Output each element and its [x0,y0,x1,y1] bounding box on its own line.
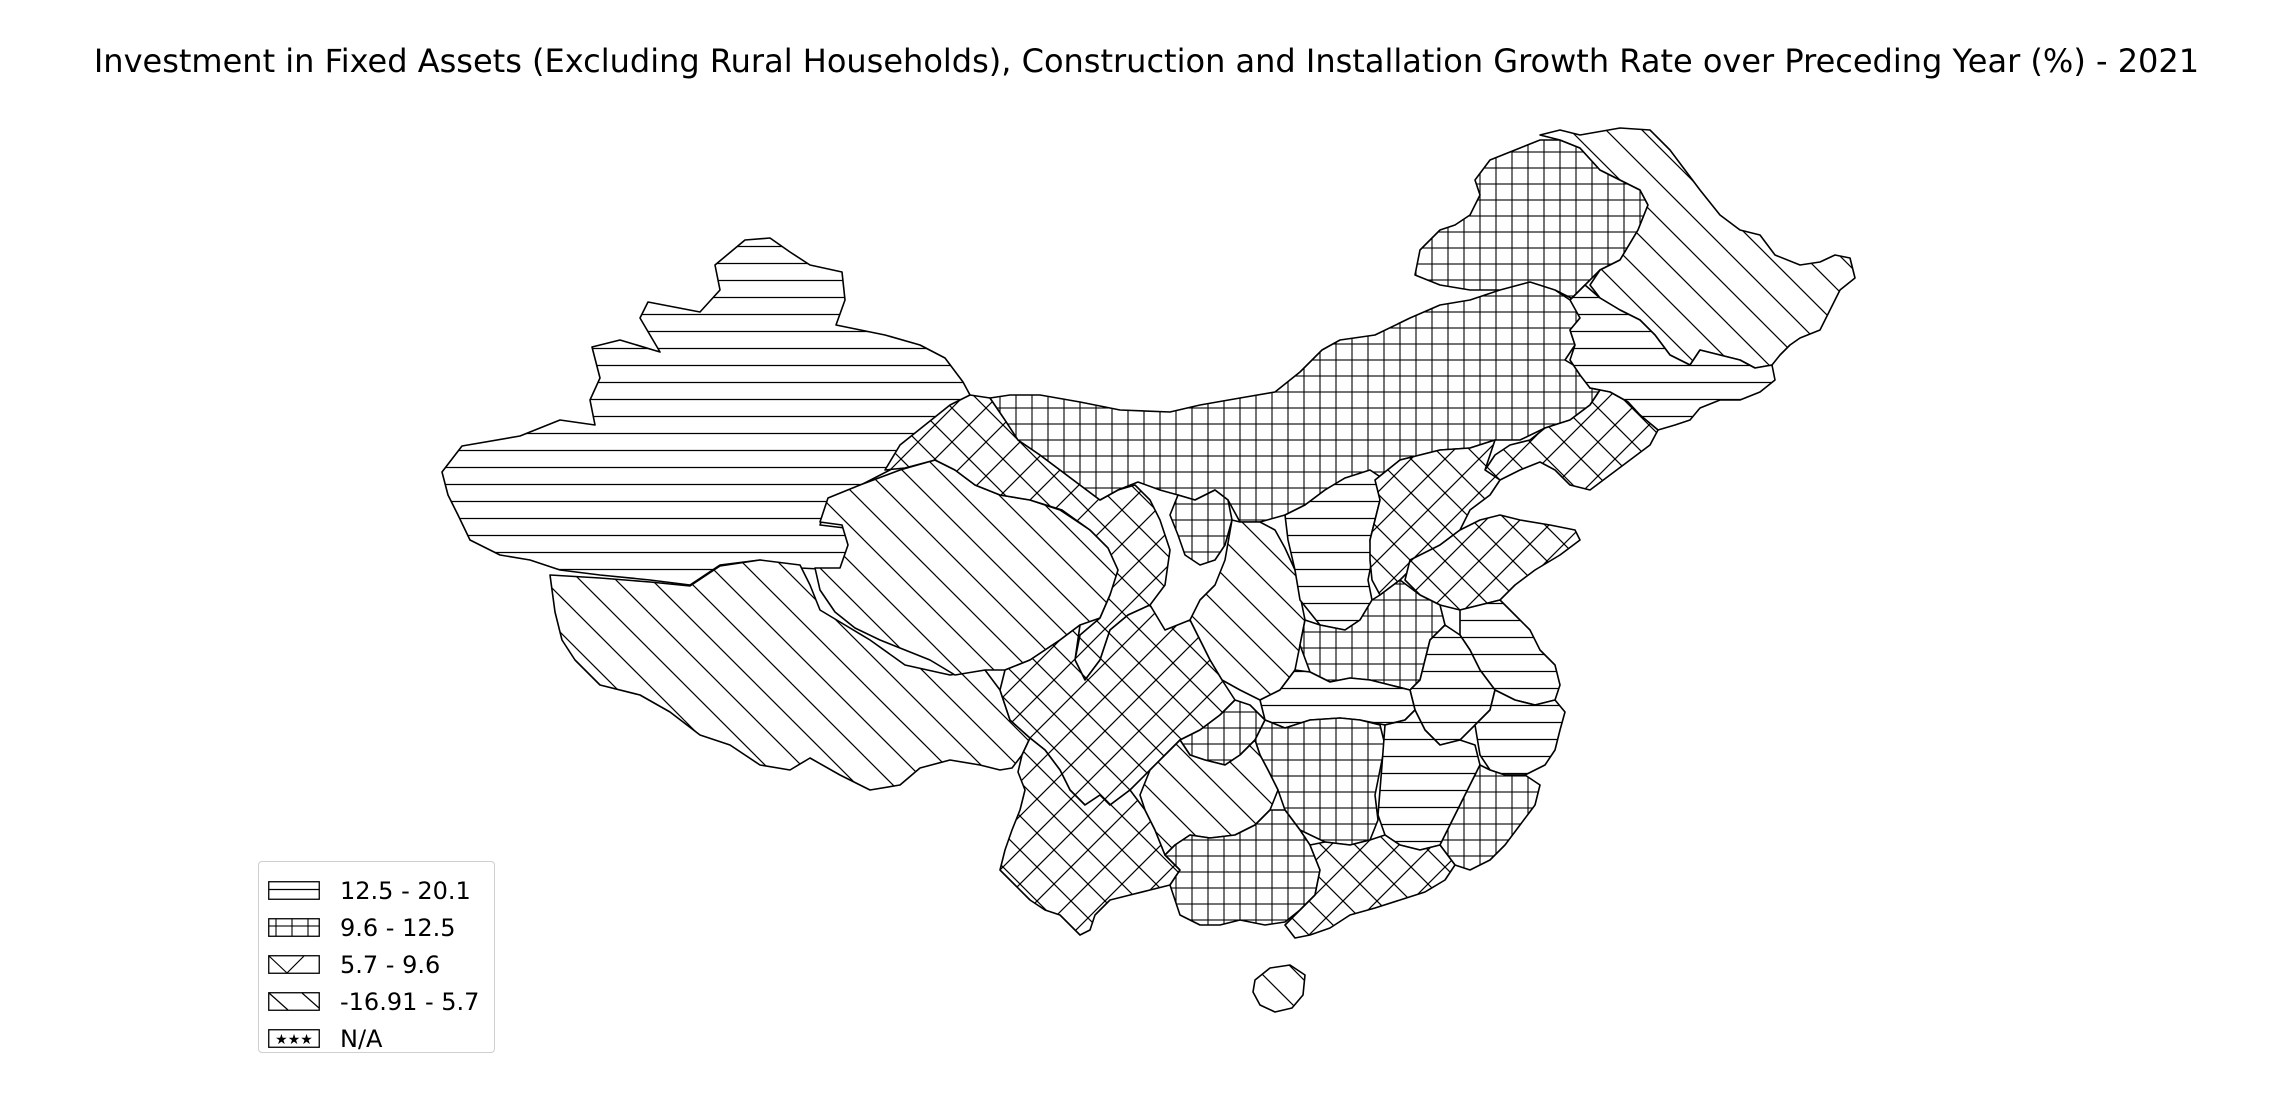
legend-item: 5.7 - 9.6 [268,946,494,983]
region-heilongjiang [1539,127,1856,369]
map-title: Investment in Fixed Assets (Excluding Ru… [93,42,2200,80]
legend: 12.5 - 20.1 9.6 - 12.5 5.7 - 9.6 -16.91 … [258,861,495,1053]
legend-label: 9.6 - 12.5 [340,913,456,942]
legend-swatch-stars: ★★★ [268,1029,320,1048]
region-ningxia [1169,489,1233,566]
legend-swatch-horizontal [268,881,320,900]
region-xinjiang [441,237,971,586]
legend-item: 9.6 - 12.5 [268,909,494,946]
region-hainan [1252,964,1306,1013]
legend-label: -16.91 - 5.7 [340,987,480,1016]
region-tibet [549,559,1031,791]
region-yunnan [999,737,1181,936]
legend-swatch-grid [268,918,320,937]
legend-label: 12.5 - 20.1 [340,876,471,905]
region-guangdong [1284,834,1456,939]
legend-label: 5.7 - 9.6 [340,950,441,979]
legend-item: 12.5 - 20.1 [268,872,494,909]
region-guizhou [1139,739,1279,856]
legend-swatch-cross [268,955,320,974]
legend-swatch-diagonal [268,992,320,1011]
region-guangxi [1164,809,1321,926]
legend-label: N/A [340,1024,383,1053]
region-jilin [1569,284,1776,431]
region-fujian [1439,764,1541,871]
svg-text:★★★: ★★★ [275,1032,313,1048]
legend-item: ★★★ N/A [268,1020,494,1057]
legend-item: -16.91 - 5.7 [268,983,494,1020]
